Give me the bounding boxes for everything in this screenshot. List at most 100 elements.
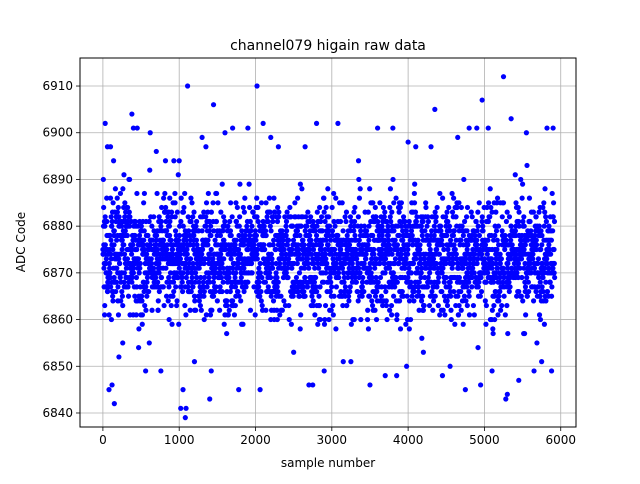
data-point (438, 223, 444, 229)
data-point (413, 256, 419, 262)
data-point (144, 274, 151, 281)
data-point (377, 260, 383, 267)
data-point (130, 265, 137, 271)
data-point (119, 237, 125, 243)
data-point (418, 260, 424, 267)
data-point (508, 237, 514, 243)
data-point (299, 256, 305, 262)
data-point (120, 302, 126, 309)
data-point (233, 237, 239, 243)
data-point (539, 242, 545, 248)
data-point (108, 284, 114, 290)
data-point (358, 228, 364, 234)
data-point (356, 195, 363, 201)
data-point (205, 242, 211, 248)
data-point (482, 242, 489, 248)
data-point (274, 284, 280, 290)
data-point (524, 293, 530, 299)
data-point (538, 228, 544, 234)
data-point (318, 214, 325, 220)
data-point (309, 293, 315, 299)
data-point (126, 176, 132, 183)
data-point (416, 279, 422, 285)
data-point (425, 274, 431, 281)
data-point (381, 260, 387, 267)
data-point (500, 74, 507, 80)
data-point (521, 246, 527, 253)
data-point (539, 232, 545, 239)
data-point (512, 172, 518, 178)
data-point (290, 223, 296, 229)
data-point (453, 251, 459, 257)
data-point (289, 246, 295, 253)
data-point (464, 228, 470, 234)
data-point (372, 307, 378, 313)
data-point (332, 270, 338, 276)
data-point (107, 195, 114, 201)
data-point (514, 270, 520, 276)
data-point (519, 181, 526, 187)
data-point (124, 256, 131, 262)
data-point (187, 256, 194, 262)
data-point (116, 214, 122, 220)
data-point (238, 279, 245, 285)
data-point (290, 237, 297, 243)
data-point (180, 270, 186, 276)
data-point (137, 265, 143, 271)
data-point (102, 242, 108, 248)
data-point (275, 279, 281, 285)
data-point (142, 302, 148, 309)
data-point (201, 260, 207, 267)
data-point (221, 256, 227, 262)
data-point (207, 396, 213, 402)
data-point (446, 256, 452, 262)
data-point (235, 246, 242, 253)
data-point (191, 232, 197, 239)
data-point (162, 190, 168, 197)
data-point (437, 312, 443, 318)
data-point (347, 284, 353, 290)
data-point (351, 228, 357, 234)
data-point (205, 209, 211, 215)
data-point (432, 293, 438, 299)
data-point (415, 237, 421, 243)
data-point (288, 214, 294, 220)
data-point (416, 288, 422, 295)
data-point (518, 176, 524, 183)
data-point (276, 209, 282, 215)
x-tick-label: 6000 (545, 433, 576, 447)
data-point (528, 228, 534, 234)
data-point (503, 237, 509, 243)
data-point (246, 181, 252, 187)
data-point (268, 274, 274, 281)
data-point (150, 265, 157, 271)
data-point (396, 298, 403, 304)
data-point (209, 307, 215, 313)
data-point (523, 312, 529, 318)
data-point (466, 125, 472, 131)
data-point (332, 223, 338, 229)
data-point (208, 246, 214, 253)
data-point (386, 265, 393, 271)
data-point (389, 251, 395, 257)
data-point (443, 214, 449, 220)
data-point (447, 363, 453, 369)
data-point (474, 237, 480, 243)
data-point (261, 223, 267, 229)
data-point (263, 307, 269, 313)
data-point (367, 265, 373, 271)
data-point (493, 260, 499, 267)
data-point (463, 298, 469, 304)
data-point (105, 279, 111, 285)
x-axis-label: sample number (281, 456, 375, 470)
data-point (532, 232, 538, 239)
data-point (119, 246, 125, 253)
data-point (256, 279, 262, 285)
data-point (230, 125, 236, 131)
data-point (402, 218, 408, 225)
data-point (542, 209, 548, 215)
data-point (500, 265, 506, 271)
data-point (355, 158, 362, 164)
data-point (508, 223, 514, 229)
data-point (325, 186, 331, 192)
